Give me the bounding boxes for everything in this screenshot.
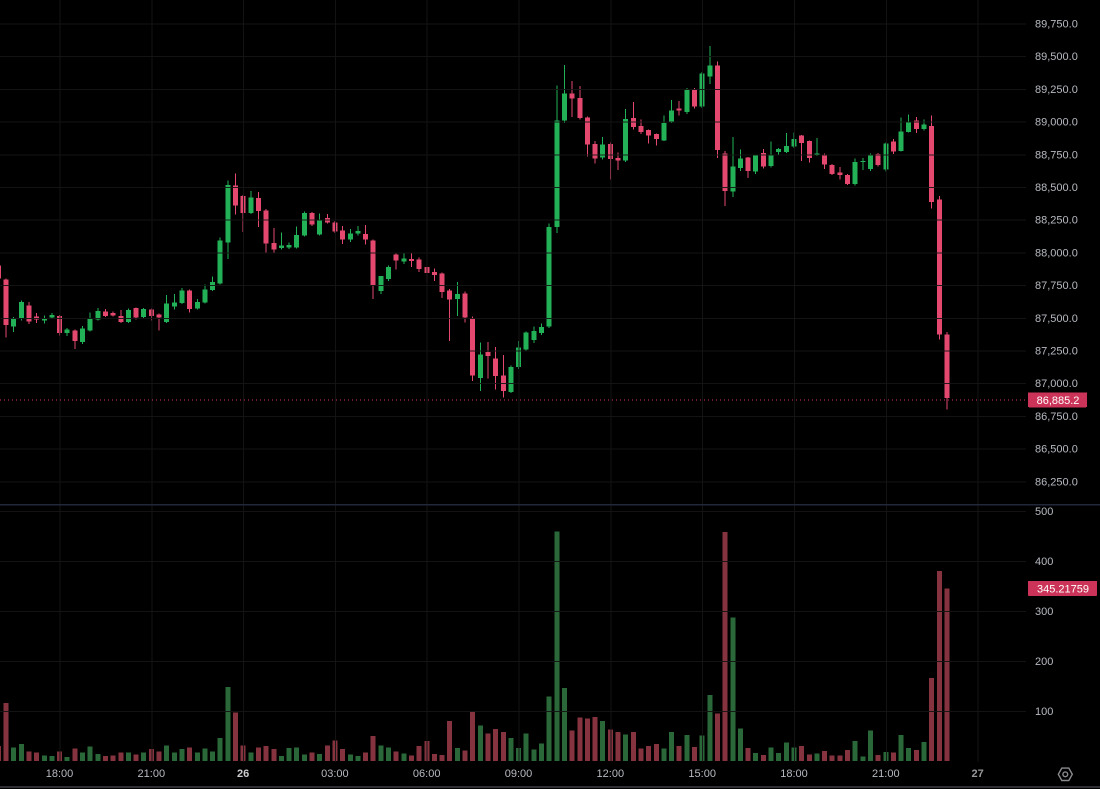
svg-text:27: 27: [971, 768, 983, 780]
svg-text:88,000.0: 88,000.0: [1035, 247, 1078, 259]
svg-text:87,500.0: 87,500.0: [1035, 313, 1078, 325]
svg-text:200: 200: [1035, 656, 1053, 668]
svg-text:86,500.0: 86,500.0: [1035, 444, 1078, 456]
svg-text:88,250.0: 88,250.0: [1035, 215, 1078, 227]
svg-text:345.21759: 345.21759: [1037, 583, 1089, 595]
svg-text:400: 400: [1035, 556, 1053, 568]
svg-text:100: 100: [1035, 706, 1053, 718]
svg-text:89,000.0: 89,000.0: [1035, 117, 1078, 129]
svg-text:500: 500: [1035, 506, 1053, 518]
svg-text:89,250.0: 89,250.0: [1035, 84, 1078, 96]
svg-text:03:00: 03:00: [321, 768, 349, 780]
svg-text:15:00: 15:00: [688, 768, 716, 780]
svg-text:88,750.0: 88,750.0: [1035, 149, 1078, 161]
svg-text:89,500.0: 89,500.0: [1035, 51, 1078, 63]
svg-text:26: 26: [237, 768, 249, 780]
svg-text:89,750.0: 89,750.0: [1035, 19, 1078, 31]
svg-text:06:00: 06:00: [413, 768, 441, 780]
svg-text:21:00: 21:00: [872, 768, 900, 780]
svg-text:21:00: 21:00: [138, 768, 166, 780]
svg-text:12:00: 12:00: [597, 768, 625, 780]
svg-text:18:00: 18:00: [46, 768, 74, 780]
svg-text:86,250.0: 86,250.0: [1035, 476, 1078, 488]
svg-text:87,750.0: 87,750.0: [1035, 280, 1078, 292]
svg-text:09:00: 09:00: [505, 768, 533, 780]
svg-text:300: 300: [1035, 606, 1053, 618]
svg-text:18:00: 18:00: [780, 768, 808, 780]
svg-text:86,750.0: 86,750.0: [1035, 411, 1078, 423]
svg-text:86,885.2: 86,885.2: [1037, 395, 1080, 407]
svg-text:88,500.0: 88,500.0: [1035, 182, 1078, 194]
svg-text:87,250.0: 87,250.0: [1035, 346, 1078, 358]
svg-text:87,000.0: 87,000.0: [1035, 378, 1078, 390]
